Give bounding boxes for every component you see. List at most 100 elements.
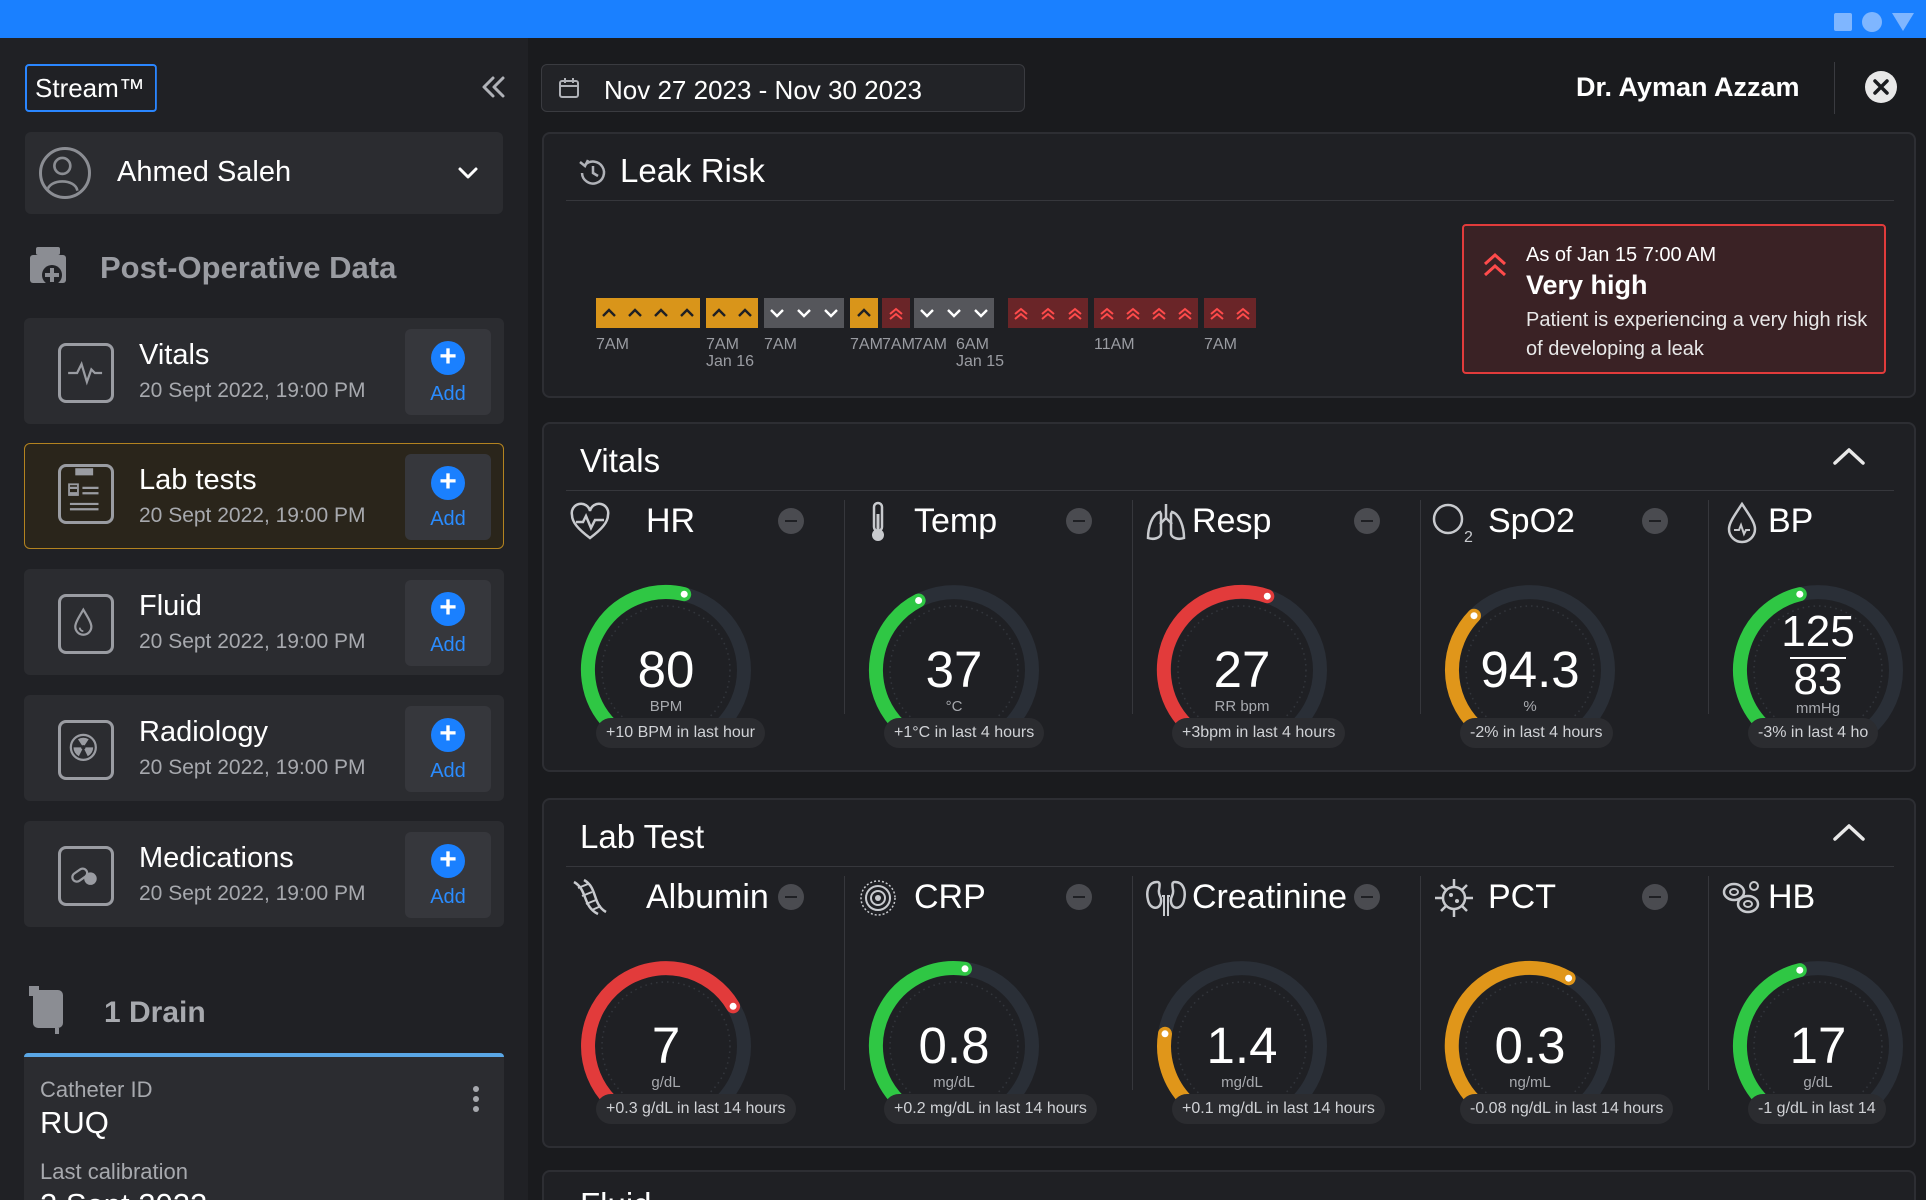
gauge-name: Resp — [1192, 502, 1272, 540]
timeline-label: 7AM — [914, 336, 947, 353]
window-triangle-icon[interactable] — [1892, 13, 1914, 31]
risk-segment-high[interactable] — [1094, 298, 1198, 328]
divider — [1708, 876, 1709, 1090]
doctor-name[interactable]: Dr. Ayman Azzam — [1576, 72, 1800, 102]
chevron-down-icon — [770, 309, 785, 318]
category-date: 20 Sept 2022, 19:00 PM — [139, 504, 366, 527]
chevron-up-icon[interactable] — [1830, 820, 1868, 844]
gauge-value: 0.8 — [918, 1017, 990, 1074]
chevron-down-icon — [797, 309, 811, 318]
gauge-resp: Resp 27 RR bpm +3bpm in last 4 hours — [1142, 494, 1430, 770]
add-vitals-button[interactable]: + Add — [405, 329, 491, 415]
category-name: Radiology — [139, 716, 268, 748]
category-date: 20 Sept 2022, 19:00 PM — [139, 630, 366, 653]
gauge-value-secondary: 83 — [1793, 655, 1843, 704]
date-range-picker[interactable]: Nov 27 2023 - Nov 30 2023 — [541, 64, 1025, 112]
gauge-unit: mmHg — [1795, 700, 1841, 717]
gauge-unit: °C — [945, 698, 963, 715]
gauge-trend: -0.08 ng/dL in last 14 hours — [1460, 1094, 1674, 1124]
add-label: Add — [430, 383, 466, 405]
timeline-label: 7AM — [850, 336, 883, 353]
plus-icon: + — [431, 592, 465, 626]
divider — [844, 876, 845, 1090]
gauge-temp: Temp 37 °C +1°C in last 4 hours — [854, 494, 1142, 770]
double-chevron-up-icon — [1483, 252, 1507, 277]
plus-icon: + — [431, 341, 465, 375]
risk-segment-medium[interactable] — [596, 298, 700, 328]
double-chevron-up-icon — [1178, 307, 1192, 320]
patient-selector[interactable]: Ahmed Saleh — [25, 132, 503, 214]
minus-circle-icon[interactable] — [1354, 884, 1380, 910]
category-card-medications[interactable]: Medications 20 Sept 2022, 19:00 PM + Add — [24, 821, 504, 927]
category-card-vitals[interactable]: Vitals 20 Sept 2022, 19:00 PM + Add — [24, 318, 504, 424]
gauge-unit: mg/dL — [933, 1074, 975, 1091]
chevron-up-icon[interactable] — [1830, 444, 1868, 468]
collapse-sidebar-icon[interactable] — [478, 72, 508, 102]
gauge-creatinine: Creatinine 1.4 mg/dL +0.1 mg/dL in last 14 … — [1142, 870, 1430, 1146]
heartbeat-icon — [58, 343, 114, 403]
chevron-down-icon[interactable] — [455, 160, 481, 186]
risk-segment-medium[interactable] — [706, 298, 758, 328]
gauge-value-divider — [1790, 657, 1846, 659]
gauge-dial — [868, 961, 1039, 1110]
more-vertical-icon[interactable] — [464, 1081, 488, 1121]
kidneys-icon — [1144, 876, 1188, 920]
divider — [1420, 500, 1421, 714]
risk-segment-high[interactable] — [882, 298, 910, 328]
thermometer-icon — [856, 500, 900, 544]
risk-segment-low[interactable] — [914, 298, 994, 328]
risk-segment-high[interactable] — [1008, 298, 1088, 328]
gauge-dial — [1445, 585, 1615, 734]
minus-circle-icon[interactable] — [778, 884, 804, 910]
sidebar: Stream™ Ahmed Saleh Post-Operative Data … — [0, 38, 528, 1200]
chevron-up-icon — [628, 308, 642, 317]
double-chevron-up-icon — [1126, 307, 1140, 320]
minus-circle-icon[interactable] — [778, 508, 804, 534]
blood-drop-icon — [1720, 500, 1764, 544]
date-range-text: Nov 27 2023 - Nov 30 2023 — [604, 75, 922, 105]
gauge-value: 1.4 — [1206, 1017, 1278, 1074]
category-card-fluid[interactable]: Fluid 20 Sept 2022, 19:00 PM + Add — [24, 569, 504, 675]
risk-segment-low[interactable] — [764, 298, 844, 328]
risk-segment-medium[interactable] — [850, 298, 878, 328]
add-fluid-button[interactable]: + Add — [405, 580, 491, 666]
gauge-dial — [581, 961, 751, 1110]
gauge-name: Temp — [914, 502, 998, 540]
double-chevron-up-icon — [1210, 307, 1224, 320]
window-square-icon[interactable] — [1834, 13, 1852, 31]
plus-icon: + — [431, 718, 465, 752]
catheter-card: Catheter ID RUQ Last calibration 2 Sept … — [24, 1053, 504, 1200]
gauge-dial — [1444, 960, 1615, 1110]
category-date: 20 Sept 2022, 19:00 PM — [139, 882, 366, 905]
calendar-icon — [559, 78, 579, 98]
timeline-label: 6AM Jan 15 — [956, 336, 1005, 370]
add-radiology-button[interactable]: + Add — [405, 706, 491, 792]
medical-kit-icon — [30, 247, 66, 285]
risk-segment-high[interactable] — [1204, 298, 1256, 328]
dna-icon — [568, 876, 612, 920]
droplet-icon — [58, 594, 114, 654]
minus-circle-icon[interactable] — [1642, 884, 1668, 910]
drain-bag-icon — [29, 986, 63, 1034]
fluid-panel: Fluid — [542, 1170, 1916, 1200]
add-lab-tests-button[interactable]: + Add — [405, 454, 491, 540]
add-label: Add — [430, 760, 466, 782]
minus-circle-icon[interactable] — [1642, 508, 1668, 534]
gauge-unit: % — [1523, 698, 1537, 715]
minus-circle-icon[interactable] — [1066, 884, 1092, 910]
category-card-radiology[interactable]: Radiology 20 Sept 2022, 19:00 PM + Add — [24, 695, 504, 801]
add-medications-button[interactable]: + Add — [405, 832, 491, 918]
chevron-up-icon — [654, 308, 668, 317]
minus-circle-icon[interactable] — [1354, 508, 1380, 534]
chevron-down-icon — [947, 309, 961, 318]
window-circle-icon[interactable] — [1862, 12, 1882, 32]
svg-text:2: 2 — [1464, 529, 1473, 544]
minus-circle-icon[interactable] — [1066, 508, 1092, 534]
add-label: Add — [430, 508, 466, 530]
history-icon — [579, 159, 606, 185]
user-avatar-icon — [45, 156, 79, 192]
gauge-dial — [868, 585, 1039, 734]
category-card-lab-tests[interactable]: Lab tests 20 Sept 2022, 19:00 PM + Add — [24, 443, 504, 549]
gauge-value: 7 — [651, 1017, 681, 1074]
close-icon[interactable] — [1864, 70, 1898, 104]
